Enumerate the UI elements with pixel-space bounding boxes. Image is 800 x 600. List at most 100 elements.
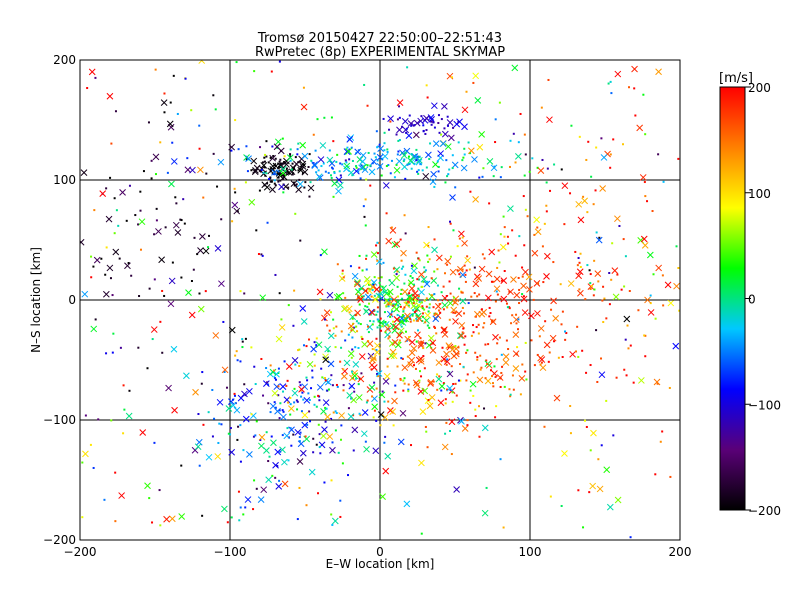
data-point-dot: [598, 236, 601, 239]
data-point-dot: [391, 310, 394, 313]
data-point-dot: [327, 350, 330, 353]
data-point-x: [346, 136, 354, 143]
data-point-dot: [291, 162, 294, 165]
data-point-dot: [163, 294, 166, 297]
data-point-dot: [454, 382, 457, 385]
data-point-dot: [340, 330, 343, 333]
data-point-dot: [499, 458, 502, 461]
data-point-x: [112, 248, 120, 256]
data-point-dot: [404, 273, 407, 276]
data-point-dot: [403, 158, 406, 161]
data-point-dot: [351, 159, 354, 162]
data-point-dot: [378, 281, 381, 284]
data-point-dot: [376, 318, 379, 321]
data-point-dot: [282, 176, 285, 179]
data-point-x: [381, 414, 389, 421]
data-point-dot: [319, 254, 322, 257]
data-point-dot: [274, 406, 277, 409]
data-point-dot: [190, 280, 193, 283]
data-point-x: [667, 299, 675, 307]
data-point-dot: [186, 157, 189, 160]
data-point-dot: [438, 303, 441, 306]
data-point-x: [422, 172, 430, 180]
data-point-dot: [388, 279, 391, 282]
data-point-dot: [146, 367, 149, 370]
data-point-dot: [398, 339, 401, 342]
data-point-dot: [644, 334, 647, 337]
data-point-dot: [646, 200, 649, 203]
data-point-dot: [153, 278, 156, 281]
data-point-dot: [350, 397, 353, 400]
data-point-dot: [581, 349, 584, 352]
data-point-dot: [543, 222, 546, 225]
data-point-dot: [433, 270, 436, 273]
data-point-dot: [618, 224, 621, 227]
data-point-dot: [385, 298, 388, 301]
data-point-x: [352, 361, 360, 368]
data-point-x: [429, 339, 437, 347]
data-point-dot: [369, 164, 372, 167]
data-point-x: [326, 291, 334, 299]
data-point-dot: [457, 346, 460, 349]
data-point-x: [526, 286, 533, 293]
data-point-dot: [421, 315, 424, 318]
data-point-dot: [549, 495, 552, 498]
data-point-x: [272, 461, 279, 469]
data-point-dot: [308, 399, 311, 402]
data-point-dot: [259, 170, 262, 173]
data-point-dot: [478, 293, 481, 296]
data-point-dot: [654, 317, 657, 320]
data-point-x: [386, 288, 394, 296]
data-point-dot: [257, 253, 260, 256]
data-point-dot: [518, 288, 521, 291]
data-point-dot: [279, 179, 282, 182]
data-point-dot: [406, 66, 409, 69]
data-point-dot: [385, 212, 388, 215]
data-point-dot: [360, 372, 363, 375]
data-point-dot: [389, 172, 392, 175]
data-point-dot: [342, 368, 345, 371]
data-point-x: [370, 364, 378, 371]
data-point-dot: [385, 305, 388, 308]
data-point-dot: [448, 318, 451, 321]
data-point-x: [357, 296, 364, 303]
data-point-dot: [355, 320, 358, 323]
data-point-dot: [281, 409, 284, 412]
data-point-x: [293, 160, 300, 168]
data-point-x: [486, 158, 494, 165]
data-point-dot: [406, 355, 409, 358]
data-point-dot: [81, 461, 84, 464]
data-point-x: [168, 180, 175, 188]
data-point-dot: [417, 296, 420, 299]
data-point-dot: [461, 306, 464, 309]
data-point-dot: [399, 331, 402, 334]
data-point-dot: [411, 276, 414, 279]
data-point-dot: [434, 326, 437, 329]
data-point-dot: [402, 389, 405, 392]
data-point-dot: [437, 165, 440, 168]
data-point-dot: [243, 292, 246, 295]
data-point-dot: [184, 77, 187, 80]
data-point-dot: [366, 305, 369, 308]
data-point-dot: [410, 124, 413, 127]
data-point-x: [493, 275, 501, 283]
data-point-x: [429, 347, 437, 354]
data-point-dot: [348, 311, 351, 314]
data-point-dot: [348, 158, 351, 161]
data-point-x: [401, 118, 409, 125]
data-point-dot: [161, 289, 164, 292]
data-point-dot: [398, 139, 401, 142]
data-point-dot: [428, 258, 431, 261]
data-point-dot: [418, 379, 421, 382]
data-point-dot: [505, 339, 508, 342]
data-point-x: [446, 119, 454, 126]
data-point-x: [398, 318, 406, 325]
data-point-dot: [244, 181, 247, 184]
data-point-dot: [401, 357, 404, 360]
data-point-dot: [435, 332, 438, 335]
data-point-dot: [508, 290, 511, 293]
data-point-dot: [476, 356, 479, 359]
data-point-dot: [615, 376, 618, 379]
data-point-dot: [677, 267, 680, 270]
data-point-x: [410, 267, 418, 275]
